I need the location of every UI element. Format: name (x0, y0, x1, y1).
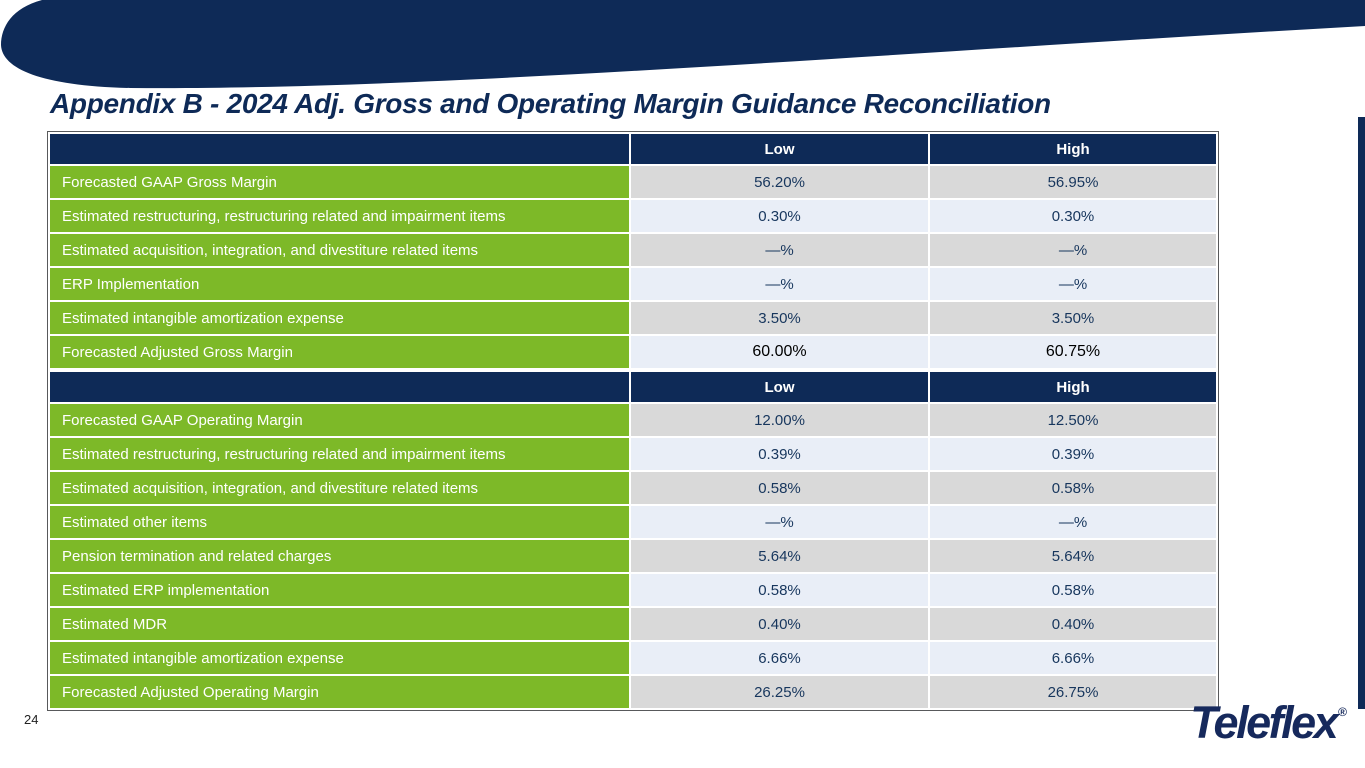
right-edge-bar (1358, 117, 1365, 709)
table-row: Forecasted GAAP Operating Margin 12.00% 12… (48, 402, 1218, 438)
low-value-cell: —% (629, 504, 930, 540)
row-label-cell: Forecasted Adjusted Operating Margin (48, 674, 631, 710)
teleflex-logo: Teleflex ® (1190, 700, 1347, 745)
header-high-cell: High (928, 132, 1218, 166)
row-label-cell: Estimated acquisition, integration, and … (48, 232, 631, 268)
high-value-cell: 0.30% (928, 198, 1218, 234)
header-low-cell: Low (629, 132, 930, 166)
low-value-cell: 3.50% (629, 300, 930, 336)
table-row: Estimated intangible amortization expens… (48, 640, 1218, 676)
row-label-cell: Forecasted GAAP Gross Margin (48, 164, 631, 200)
page-number: 24 (24, 712, 39, 727)
table-header-row: Low High (48, 132, 1218, 166)
table-row: Estimated restructuring, restructuring r… (48, 436, 1218, 472)
table-row: Pension termination and related charges 5… (48, 538, 1218, 574)
high-value-cell: —% (928, 504, 1218, 540)
operating-margin-table: Low High Forecasted GAAP Operating Margi… (48, 370, 1218, 710)
row-label-cell: Estimated other items (48, 504, 631, 540)
high-value-cell: —% (928, 232, 1218, 268)
row-label-cell: Estimated intangible amortization expens… (48, 640, 631, 676)
slide-title: Appendix B - 2024 Adj. Gross and Operati… (50, 88, 1051, 119)
header-low-cell: Low (629, 370, 930, 404)
table-row: Forecasted Adjusted Gross Margin 60.00% 60… (48, 334, 1218, 370)
high-value-cell: 0.39% (928, 436, 1218, 472)
low-value-cell: 5.64% (629, 538, 930, 574)
row-label-cell: Forecasted Adjusted Gross Margin (48, 334, 631, 370)
high-value-cell: 60.75% (928, 334, 1218, 370)
row-label-cell: Estimated restructuring, restructuring r… (48, 436, 631, 472)
table-row: Estimated restructuring, restructuring r… (48, 198, 1218, 234)
row-label-cell: Pension termination and related charges (48, 538, 631, 574)
registered-mark-icon: ® (1338, 705, 1347, 719)
high-value-cell: 0.40% (928, 606, 1218, 642)
table-row: Estimated intangible amortization expens… (48, 300, 1218, 336)
row-label-cell: ERP Implementation (48, 266, 631, 302)
high-value-cell: 56.95% (928, 164, 1218, 200)
table-row: Estimated acquisition, integration, and … (48, 232, 1218, 268)
reconciliation-tables: Low High Forecasted GAAP Gross Margin 56.… (47, 131, 1219, 711)
low-value-cell: 56.20% (629, 164, 930, 200)
low-value-cell: 0.58% (629, 572, 930, 608)
low-value-cell: —% (629, 232, 930, 268)
table-row: Forecasted GAAP Gross Margin 56.20% 56.95% (48, 164, 1218, 200)
high-value-cell: 3.50% (928, 300, 1218, 336)
logo-text: Teleflex (1190, 697, 1338, 748)
header-high-cell: High (928, 370, 1218, 404)
table-row: Estimated ERP implementation 0.58% 0.58% (48, 572, 1218, 608)
table-row: Estimated other items —% —% (48, 504, 1218, 540)
row-label-cell: Estimated acquisition, integration, and … (48, 470, 631, 506)
row-label-cell: Estimated ERP implementation (48, 572, 631, 608)
high-value-cell: 5.64% (928, 538, 1218, 574)
row-label-cell: Estimated restructuring, restructuring r… (48, 198, 631, 234)
low-value-cell: —% (629, 266, 930, 302)
high-value-cell: 0.58% (928, 470, 1218, 506)
table-row: Forecasted Adjusted Operating Margin 26.2… (48, 674, 1218, 710)
table-row: Estimated MDR 0.40% 0.40% (48, 606, 1218, 642)
table-header-row: Low High (48, 370, 1218, 404)
top-banner-swoosh (1, 0, 1365, 89)
high-value-cell: —% (928, 266, 1218, 302)
gross-margin-table: Low High Forecasted GAAP Gross Margin 56.… (48, 132, 1218, 370)
low-value-cell: 6.66% (629, 640, 930, 676)
low-value-cell: 12.00% (629, 402, 930, 438)
row-label-cell: Forecasted GAAP Operating Margin (48, 402, 631, 438)
low-value-cell: 60.00% (629, 334, 930, 370)
low-value-cell: 0.40% (629, 606, 930, 642)
row-label-cell: Estimated MDR (48, 606, 631, 642)
low-value-cell: 0.39% (629, 436, 930, 472)
high-value-cell: 12.50% (928, 402, 1218, 438)
low-value-cell: 26.25% (629, 674, 930, 710)
row-label-cell: Estimated intangible amortization expens… (48, 300, 631, 336)
low-value-cell: 0.30% (629, 198, 930, 234)
high-value-cell: 26.75% (928, 674, 1218, 710)
low-value-cell: 0.58% (629, 470, 930, 506)
high-value-cell: 0.58% (928, 572, 1218, 608)
table-row: Estimated acquisition, integration, and … (48, 470, 1218, 506)
header-empty-cell (48, 370, 631, 404)
high-value-cell: 6.66% (928, 640, 1218, 676)
table-row: ERP Implementation —% —% (48, 266, 1218, 302)
header-empty-cell (48, 132, 631, 166)
